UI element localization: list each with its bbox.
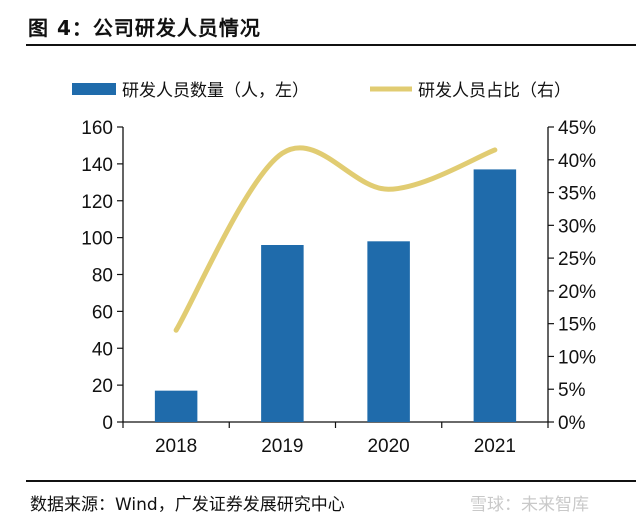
legend-label-line: 研发人员占比（右） <box>418 81 571 101</box>
footer-rule <box>26 480 636 482</box>
y-left-tick-label: 140 <box>81 155 113 176</box>
y-right-tick-label: 40% <box>558 151 596 172</box>
bars <box>154 169 517 422</box>
axes: 0 20 40 60 80 100 120 140 160 0% 5% 10% 15% 20% 25% 30%… <box>81 118 596 457</box>
y-right-tick-label: 20% <box>558 282 596 303</box>
line-series <box>173 145 498 333</box>
y-left-tick-label: 160 <box>81 118 113 139</box>
title-rule <box>26 44 636 46</box>
y-right-tick-label: 0% <box>558 413 586 434</box>
y-left-tick-label: 100 <box>81 229 113 250</box>
bar <box>154 390 198 422</box>
legend-swatch-bar <box>72 83 116 95</box>
x-tick-label: 2021 <box>474 436 516 457</box>
source-note: 数据来源：Wind，广发证券发展研究中心 <box>30 495 345 515</box>
legend: 研发人员数量（人，左） 研发人员占比（右） <box>72 81 571 101</box>
y-left-tick-label: 120 <box>81 192 113 213</box>
y-left-tick-label: 40 <box>92 339 113 360</box>
y-right-tick-label: 15% <box>558 315 596 336</box>
x-tick-label: 2020 <box>367 436 409 457</box>
x-tick-label: 2019 <box>261 436 303 457</box>
y-left-tick-label: 60 <box>92 302 113 323</box>
chart-title: 图 4：公司研发人员情况 <box>28 16 261 40</box>
bar <box>473 169 517 422</box>
legend-label-bar: 研发人员数量（人，左） <box>122 81 309 101</box>
y-right-tick-label: 25% <box>558 249 596 270</box>
bar <box>367 241 410 422</box>
y-right-tick-label: 45% <box>558 118 596 139</box>
y-right-tick-label: 35% <box>558 184 596 205</box>
y-left-tick-label: 0 <box>102 413 113 434</box>
x-tick-label: 2018 <box>155 436 197 457</box>
y-left-tick-label: 80 <box>92 266 113 287</box>
line-series-path <box>173 145 498 333</box>
bar <box>261 245 304 422</box>
watermark: 雪球：未来智库 <box>470 495 589 515</box>
y-right-tick-label: 10% <box>558 347 596 368</box>
y-right-tick-label: 5% <box>558 380 586 401</box>
y-right-tick-label: 30% <box>558 216 596 237</box>
y-left-tick-label: 20 <box>92 376 113 397</box>
